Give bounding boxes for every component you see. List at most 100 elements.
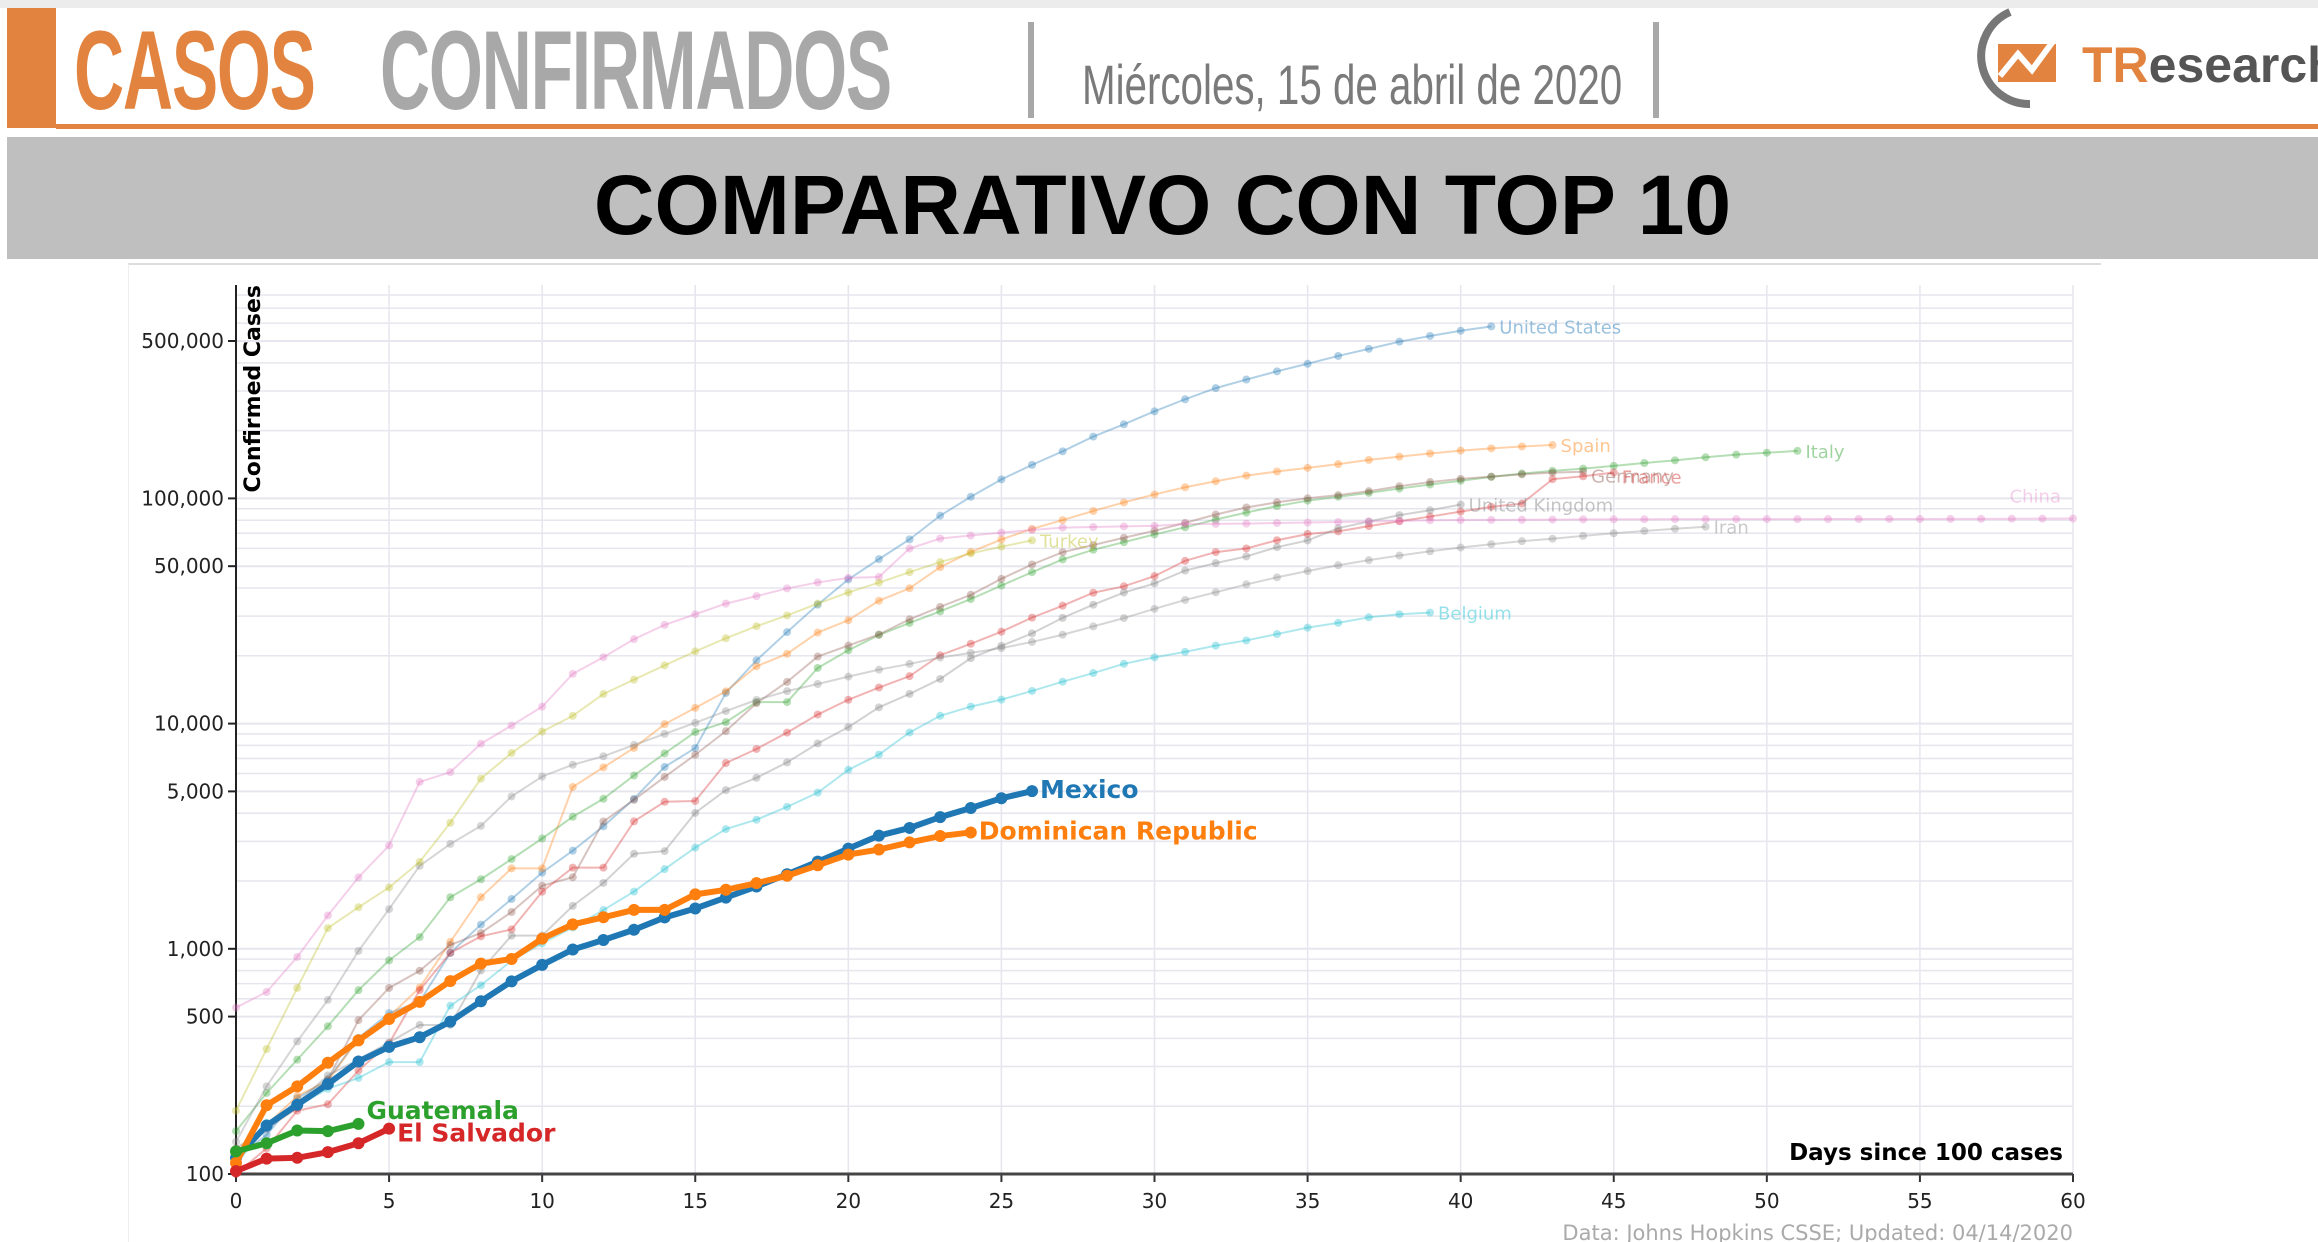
data-point-france: [844, 695, 853, 704]
data-point-united-kingdom: [1334, 524, 1343, 533]
data-point-united-kingdom: [1028, 629, 1037, 638]
data-point-iran: [385, 905, 394, 914]
data-point-france: [1548, 475, 1557, 484]
data-point-iran: [293, 1037, 302, 1046]
data-point-iran: [874, 665, 883, 674]
data-point-belgium: [1028, 686, 1037, 695]
series-line-spain: [235, 444, 1553, 1157]
data-point-guatemala: [352, 1117, 365, 1130]
data-point-italy: [1793, 446, 1802, 455]
data-point-italy: [813, 663, 822, 672]
data-point-italy: [660, 749, 669, 758]
data-point-spain: [1150, 490, 1159, 499]
x-tick-label: 50: [1754, 1189, 1779, 1213]
data-point-iran: [262, 1082, 271, 1091]
data-point-italy: [844, 646, 853, 655]
data-point-china: [1119, 522, 1128, 531]
data-point-united-kingdom: [936, 674, 945, 683]
data-point-france: [1242, 544, 1251, 553]
svg-text:TResearch: TResearch: [2082, 37, 2318, 93]
data-point-spain: [966, 548, 975, 557]
data-point-italy: [1150, 530, 1159, 539]
data-point-united-kingdom: [721, 786, 730, 795]
data-point-united-states: [476, 920, 485, 929]
data-point-spain: [721, 687, 730, 696]
data-point-united-kingdom: [1364, 517, 1373, 526]
data-point-dominican-republic: [903, 836, 916, 849]
data-point-italy: [1579, 464, 1588, 473]
data-point-united-states: [1150, 407, 1159, 416]
series-line-france: [235, 471, 1614, 1175]
data-point-france: [905, 672, 914, 681]
data-point-france: [660, 797, 669, 806]
data-point-turkey: [630, 675, 639, 684]
data-point-turkey: [905, 568, 914, 577]
data-point-france: [966, 639, 975, 648]
data-point-china: [1732, 515, 1741, 524]
data-point-turkey: [721, 634, 730, 643]
data-point-china: [1487, 515, 1496, 524]
data-point-spain: [1058, 516, 1067, 525]
accent-bar: [7, 8, 56, 128]
series-label-turkey: Turkey: [1039, 531, 1099, 552]
x-tick-label: 25: [989, 1189, 1014, 1213]
data-point-spain: [446, 937, 455, 946]
data-point-spain: [1456, 446, 1465, 455]
data-point-united-states: [813, 600, 822, 609]
data-point-germany: [752, 699, 761, 708]
data-point-france: [1364, 522, 1373, 531]
data-point-turkey: [966, 549, 975, 558]
data-point-belgium: [1089, 669, 1098, 678]
data-point-china: [1670, 515, 1679, 524]
date-text: Miércoles, 15 de abril de 2020: [1082, 53, 1623, 116]
data-point-iran: [721, 707, 730, 716]
data-point-turkey: [997, 542, 1006, 551]
data-point-france: [1272, 536, 1281, 545]
data-point-germany: [783, 677, 792, 686]
data-point-dominican-republic: [352, 1034, 365, 1047]
data-point-iran: [813, 680, 822, 689]
data-point-spain: [293, 1092, 302, 1101]
data-point-turkey: [844, 588, 853, 597]
data-point-dominican-republic: [658, 903, 671, 916]
data-point-spain: [874, 596, 883, 605]
data-point-china: [1303, 518, 1312, 527]
data-point-iran: [1211, 588, 1220, 597]
data-point-italy: [1732, 450, 1741, 459]
data-point-united-states: [721, 688, 730, 697]
data-point-italy: [783, 698, 792, 707]
data-point-iran: [783, 687, 792, 696]
data-point-france: [354, 1066, 363, 1075]
data-point-iran: [538, 772, 547, 781]
data-point-united-kingdom: [966, 654, 975, 663]
data-point-spain: [936, 563, 945, 572]
data-point-united-states: [1303, 359, 1312, 368]
data-point-iran: [752, 696, 761, 705]
section-banner: COMPARATIVO CON TOP 10: [7, 137, 2318, 259]
data-point-turkey: [691, 647, 700, 656]
data-point-spain: [1334, 460, 1343, 469]
data-point-italy: [1670, 456, 1679, 465]
data-point-germany: [1426, 478, 1435, 487]
data-point-spain: [813, 628, 822, 637]
data-point-united-states: [1395, 337, 1404, 346]
data-point-turkey: [752, 622, 761, 631]
data-point-china: [1701, 515, 1710, 524]
data-point-italy: [1119, 538, 1128, 547]
data-point-united-states: [966, 492, 975, 501]
data-point-italy: [568, 812, 577, 821]
data-point-germany: [874, 630, 883, 639]
data-point-germany: [568, 873, 577, 882]
data-point-united-kingdom: [1181, 566, 1190, 575]
data-point-spain: [1119, 498, 1128, 507]
title-casos: CASOS: [74, 8, 316, 133]
series-line-united-states: [235, 325, 1492, 1159]
data-point-italy: [354, 986, 363, 995]
y-tick-label: 500: [186, 1005, 224, 1029]
data-point-iran: [232, 1137, 240, 1146]
covid-chart: 0 5 10 15 20 25 30 35 40 45 50 55 60 100 500 1,000 5,000…: [141, 285, 2086, 1242]
data-point-dominican-republic: [597, 911, 610, 924]
data-point-china: [323, 911, 332, 920]
data-point-italy: [1211, 515, 1220, 524]
data-point-italy: [1303, 496, 1312, 505]
